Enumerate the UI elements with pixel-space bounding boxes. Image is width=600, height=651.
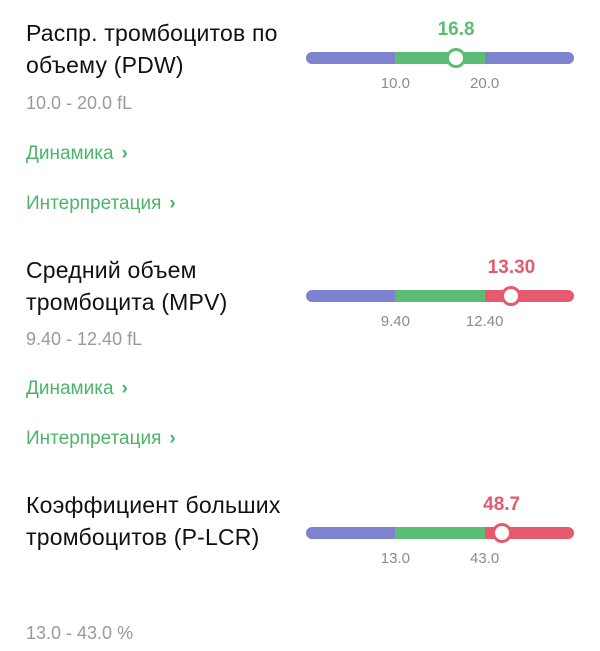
reference-range: 10.0 - 20.0 fL [26, 93, 133, 113]
value-marker [446, 48, 467, 68]
metric-name: Коэффициент больших тромбоцитов (P-LCR) [26, 492, 281, 550]
high-bound-label: 12.40 [465, 313, 504, 330]
gauge-segment-normal [395, 52, 485, 64]
range-gauge: 48.7 13.0 43.0 [306, 494, 574, 574]
gauge-segment-low [306, 290, 396, 302]
dynamics-label: Динамика [26, 143, 114, 164]
gauge-segment-normal [395, 290, 485, 302]
reference-range: 9.40 - 12.40 fL [26, 329, 143, 349]
dynamics-link[interactable]: Динамика › [26, 143, 128, 165]
chevron-right-icon: › [121, 143, 128, 164]
gauge-track [306, 527, 574, 539]
value-marker [491, 523, 512, 543]
interpretation-link[interactable]: Интерпретация › [26, 193, 176, 215]
interpretation-label: Интерпретация [26, 193, 162, 214]
result-value: 13.30 [487, 257, 536, 278]
gauge-segment-normal [395, 527, 485, 539]
result-value: 16.8 [437, 19, 475, 40]
chevron-right-icon: › [121, 378, 128, 399]
chevron-right-icon: › [169, 428, 176, 449]
high-bound-label: 43.0 [470, 550, 500, 567]
gauge-segment-high [484, 52, 574, 64]
gauge-track [306, 52, 574, 64]
range-gauge: 13.30 9.40 12.40 [306, 257, 574, 337]
high-bound-label: 20.0 [470, 75, 500, 92]
interpretation-label: Интерпретация [26, 428, 162, 449]
low-bound-label: 13.0 [380, 550, 410, 567]
gauge-segment-low [306, 527, 396, 539]
dynamics-link[interactable]: Динамика › [26, 378, 128, 400]
reference-range: 13.0 - 43.0 % [26, 623, 134, 643]
gauge-track [306, 290, 574, 302]
metric-name: Распр. тромбоцитов по объему (PDW) [26, 20, 278, 78]
value-marker [501, 286, 522, 306]
low-bound-label: 9.40 [380, 313, 410, 330]
low-bound-label: 10.0 [380, 75, 410, 92]
dynamics-label: Динамика [26, 378, 114, 399]
chevron-right-icon: › [169, 193, 176, 214]
result-value: 48.7 [483, 494, 521, 515]
range-gauge: 16.8 10.0 20.0 [306, 19, 574, 99]
metric-name: Средний объем тромбоцита (MPV) [26, 257, 228, 315]
gauge-segment-low [306, 52, 396, 64]
gauge-segment-high [484, 290, 574, 302]
interpretation-link[interactable]: Интерпретация › [26, 428, 176, 450]
